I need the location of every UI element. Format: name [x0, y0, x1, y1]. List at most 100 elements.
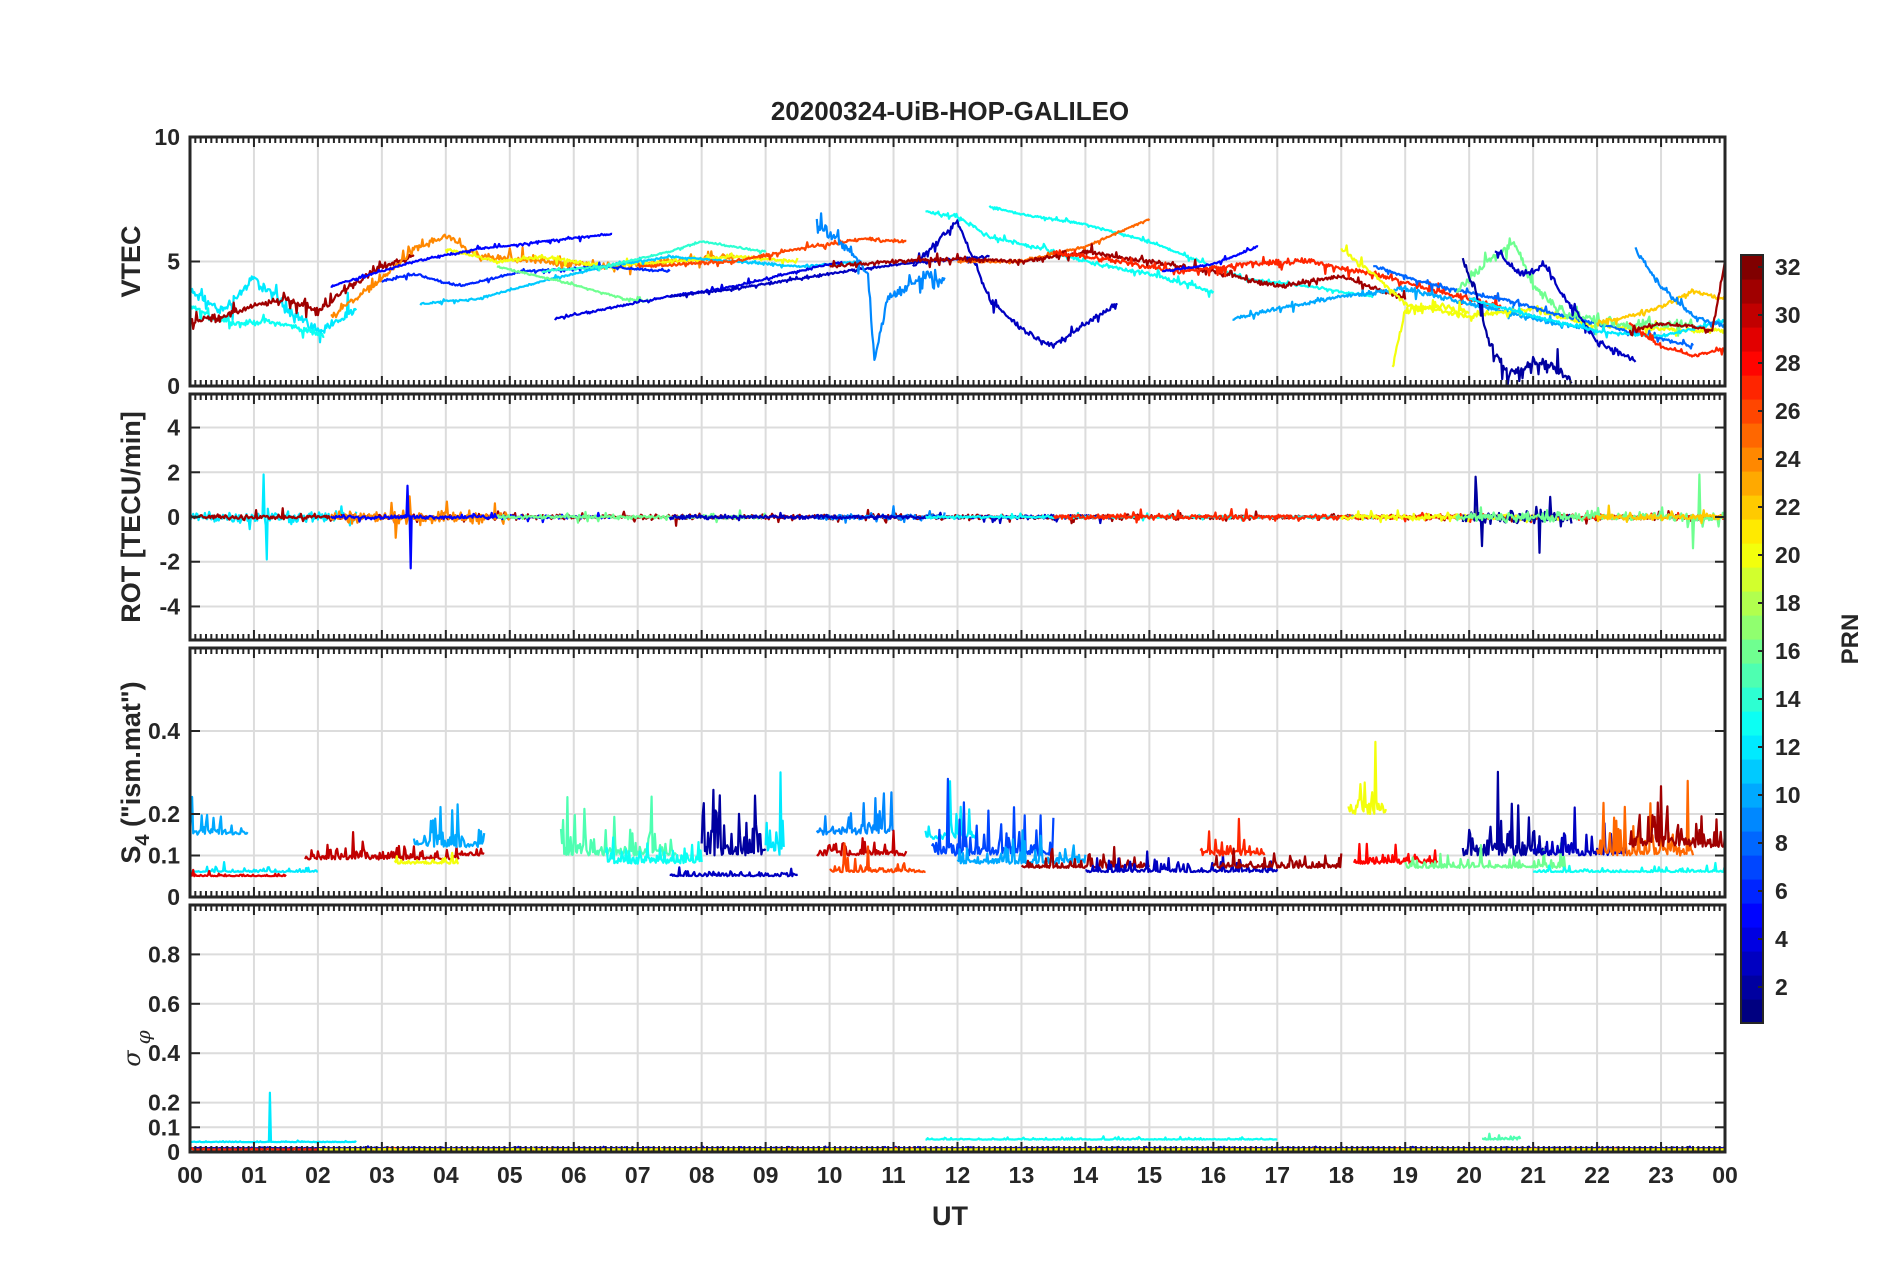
x-tick-label: 20	[1456, 1162, 1482, 1188]
colorbar-band	[1741, 759, 1763, 784]
colorbar-label: PRN	[1837, 614, 1864, 665]
series-prn-12	[190, 1091, 357, 1144]
series-prn-24	[330, 233, 735, 319]
series-prn-12	[190, 860, 319, 874]
series-prn-20	[1391, 299, 1470, 368]
y-tick-label: 0.6	[148, 991, 180, 1017]
colorbar-band	[1741, 567, 1763, 592]
x-tick-label: 17	[1264, 1162, 1290, 1188]
series-prn-9	[815, 212, 946, 361]
colorbar-tick-label: 14	[1775, 686, 1801, 712]
colorbar-band	[1741, 927, 1763, 952]
series-prn-16	[1455, 237, 1694, 337]
series-prn-3	[912, 219, 1118, 349]
series-prn-12	[190, 275, 358, 344]
colorbar-band	[1741, 279, 1763, 304]
series-prn-16	[1404, 842, 1567, 870]
series-prn-29	[190, 868, 287, 878]
series-prn-3	[1494, 249, 1637, 363]
x-tick-label: 22	[1584, 1162, 1610, 1188]
y-tick-label: 0	[167, 1139, 180, 1165]
x-tick-label: 11	[881, 1162, 906, 1188]
series-prn-5	[1161, 245, 1259, 273]
colorbar-band	[1741, 375, 1763, 400]
x-axis: 00 01 02 03 04 05 06 07 08 09 10 11 12 13 14 15 16 17 18 19…	[177, 1162, 1738, 1188]
y-axis-label: σφ	[118, 1030, 155, 1066]
series-prn-9	[1634, 247, 1725, 330]
colorbar-tick-label: 24	[1775, 446, 1801, 472]
series-prn-9	[815, 505, 946, 524]
colorbar-tick-label: 12	[1775, 734, 1801, 760]
colorbar-band	[1741, 735, 1763, 760]
series-prn-3	[1085, 850, 1279, 874]
x-tick-label: 15	[1137, 1162, 1163, 1188]
series-prn-7	[930, 777, 1055, 857]
series-group	[190, 473, 1725, 570]
colorbar-band	[1741, 351, 1763, 376]
colorbar-tick-label: 30	[1775, 302, 1801, 328]
panel-rot: -4 -2 0 2 4 ROT [TECU/min]	[116, 392, 1727, 642]
x-tick-label: 08	[689, 1162, 715, 1188]
y-tick-label: 0.1	[148, 1114, 180, 1140]
y-tick-label: 0	[167, 373, 180, 399]
colorbar-band	[1741, 903, 1763, 928]
colorbar-band	[1741, 831, 1763, 856]
series-prn-14	[541, 240, 767, 274]
series-prn-31	[829, 243, 1407, 300]
x-tick-label: 02	[305, 1162, 331, 1188]
colorbar-tick-label: 8	[1775, 830, 1788, 856]
tick-marks	[189, 905, 1726, 1153]
series-prn-9	[815, 791, 895, 836]
colorbar-band	[1741, 879, 1763, 904]
series-prn-12	[924, 780, 978, 841]
colorbar-band	[1741, 255, 1763, 280]
series-prn-28	[1352, 842, 1439, 865]
series-prn-4	[554, 260, 843, 321]
series-prn-10	[956, 829, 1087, 865]
y-tick-label: 2	[167, 459, 180, 485]
x-tick-label: 12	[945, 1162, 971, 1188]
y-axis-label: VTEC	[116, 225, 146, 297]
colorbar-band	[1741, 543, 1763, 568]
colorbar-band	[1741, 471, 1763, 496]
x-tick-label: 04	[433, 1162, 459, 1188]
panel-vtec: 0 5 10 VTEC	[116, 124, 1727, 399]
series-prn-13	[925, 1135, 1278, 1141]
grid	[190, 905, 1725, 1152]
series-prn-10	[190, 795, 249, 836]
x-tick-label: 09	[753, 1162, 779, 1188]
colorbar-band	[1741, 591, 1763, 616]
series-prn-12	[1468, 296, 1725, 340]
colorbar-tick-label: 4	[1775, 926, 1788, 952]
grid	[190, 648, 1725, 897]
series-prn-20	[1347, 740, 1388, 816]
y-tick-label: -4	[160, 593, 181, 619]
x-tick-label: 13	[1009, 1162, 1035, 1188]
colorbar-band	[1741, 399, 1763, 424]
y-tick-label: 4	[167, 415, 180, 441]
series-prn-20	[444, 248, 799, 271]
colorbar-tick-label: 22	[1775, 494, 1801, 520]
series-group	[190, 740, 1725, 878]
x-tick-label: 10	[817, 1162, 843, 1188]
colorbar-band	[1741, 855, 1763, 880]
y-tick-label: 0.1	[148, 843, 180, 869]
series-prn-10	[412, 803, 486, 849]
series-prn-13	[604, 836, 703, 865]
colorbar-band	[1741, 975, 1763, 1000]
colorbar-tick-label: 32	[1775, 254, 1801, 280]
series-prn-6	[381, 261, 671, 288]
series-prn-27	[1628, 322, 1725, 358]
colorbar-tick-label: 28	[1775, 350, 1801, 376]
series-prn-5	[330, 232, 613, 288]
colorbar-band	[1741, 711, 1763, 736]
y-tick-label: 5	[167, 249, 180, 275]
colorbar-tick-label: 16	[1775, 638, 1801, 664]
x-axis-label: UT	[932, 1201, 968, 1231]
colorbar-band	[1741, 423, 1763, 448]
y-tick-label: 0	[167, 884, 180, 910]
panel-s4: 0 0.1 0.2 0.4S4 ("ism.mat")	[116, 646, 1727, 910]
series-prn-15	[559, 795, 677, 857]
colorbar-band	[1741, 687, 1763, 712]
